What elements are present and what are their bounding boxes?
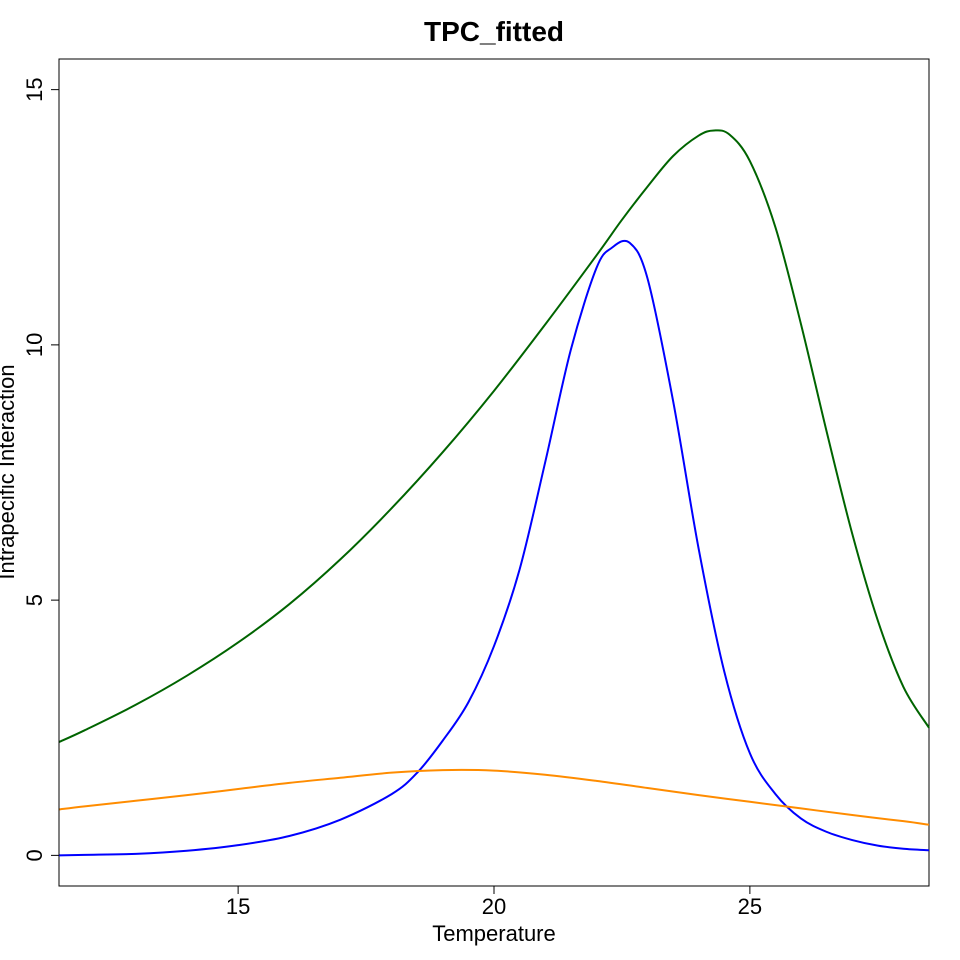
series-line-1 <box>58 129 930 743</box>
y-tick-label: 5 <box>22 594 47 606</box>
x-tick-label: 15 <box>226 894 250 919</box>
chart-title: TPC_fitted <box>424 16 564 47</box>
y-axis-label: Intrapecific Interaction <box>0 364 19 579</box>
y-tick-label: 0 <box>22 849 47 861</box>
x-tick-label: 20 <box>482 894 506 919</box>
y-tick-label: 15 <box>22 77 47 101</box>
x-axis: 15 20 25 <box>226 885 762 919</box>
x-tick-label: 25 <box>738 894 762 919</box>
series-line-2 <box>58 239 930 857</box>
series-layer <box>58 129 930 857</box>
x-axis-label: Temperature <box>432 921 556 946</box>
y-tick-label: 10 <box>22 333 47 357</box>
series-line-3 <box>58 768 930 826</box>
y-axis: 0 5 10 15 <box>22 77 60 861</box>
